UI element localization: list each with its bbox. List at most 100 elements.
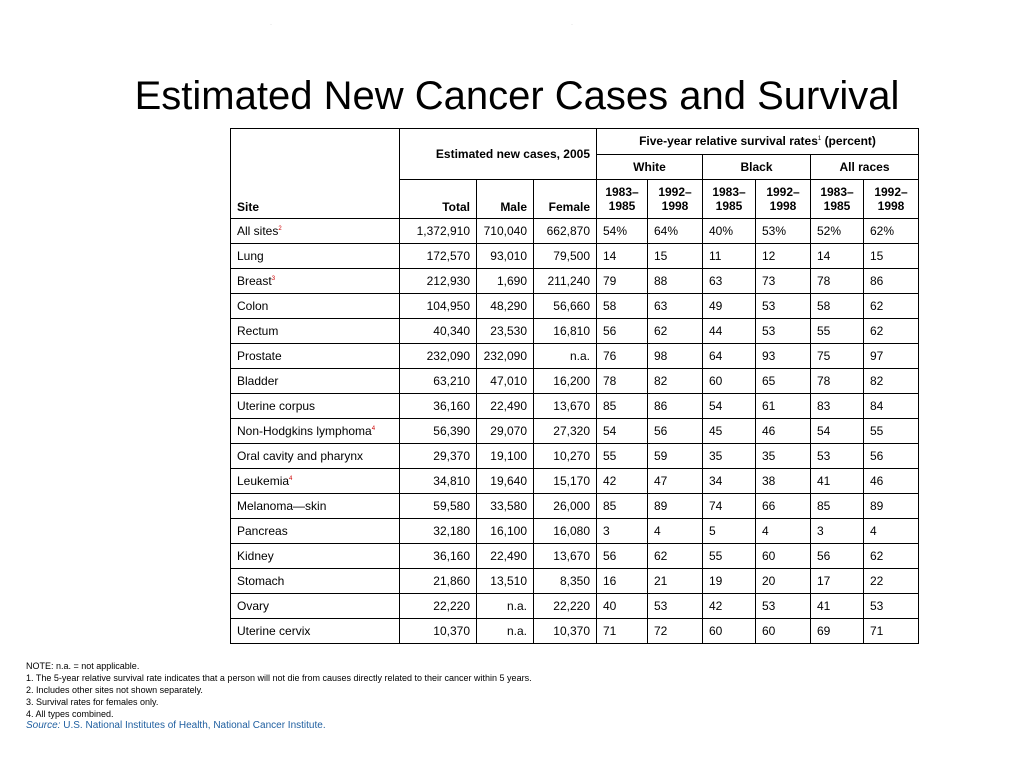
total-cell: 21,860 [399, 568, 477, 594]
male-cell: n.a. [476, 618, 534, 644]
site-name: Melanoma—skin [237, 499, 327, 513]
survival-rate-cell: 62 [863, 318, 919, 344]
estimated-cases-header: Estimated new cases, 2005 [399, 128, 597, 180]
survival-rate-cell: 60 [702, 618, 756, 644]
survival-rate-cell: 22 [863, 568, 919, 594]
female-cell: 13,670 [533, 543, 597, 569]
site-name: Breast [237, 274, 272, 288]
survival-rate-cell: 66 [755, 493, 811, 519]
site-cell: Prostate [230, 343, 400, 369]
year-header-line: 1985 [823, 199, 851, 213]
survival-rate-cell: 76 [596, 343, 648, 369]
site-name: Colon [237, 299, 269, 313]
site-cell: Colon [230, 293, 400, 319]
site-cell: Non-Hodgkins lymphoma4 [230, 418, 400, 444]
decorative-dot-right: · [571, 22, 573, 28]
year-header-line: 1985 [715, 199, 743, 213]
footnotes: NOTE: n.a. = not applicable. 1. The 5-ye… [26, 660, 532, 732]
table-row: Leukemia4 34,810 19,640 15,170 42 47 34 38 41 46 [230, 468, 919, 494]
year-header: 1983– 1985 [810, 179, 864, 219]
total-cell: 104,950 [399, 293, 477, 319]
total-cell: 56,390 [399, 418, 477, 444]
table-row: Non-Hodgkins lymphoma4 56,390 29,070 27,320… [230, 418, 919, 444]
total-cell: 22,220 [399, 593, 477, 619]
year-header-line: 1983– [820, 185, 854, 199]
survival-rate-cell: 46 [863, 468, 919, 494]
survival-rate-cell: 40 [596, 593, 648, 619]
survival-rate-cell: 86 [863, 268, 919, 294]
survival-rate-cell: 85 [596, 393, 648, 419]
year-header-line: 1992– [658, 185, 692, 199]
total-cell: 32,180 [399, 518, 477, 544]
survival-rate-cell: 55 [810, 318, 864, 344]
survival-rates-label: Five-year relative survival rates [639, 134, 818, 149]
survival-rate-cell: 38 [755, 468, 811, 494]
site-cell: Uterine corpus [230, 393, 400, 419]
survival-rate-cell: 60 [702, 368, 756, 394]
site-cell: Ovary [230, 593, 400, 619]
table-row: Melanoma—skin 59,580 33,580 26,000 85 89 74 66 8… [230, 493, 919, 519]
survival-rate-cell: 53 [755, 318, 811, 344]
survival-rate-cell: 75 [810, 343, 864, 369]
survival-rate-cell: 4 [863, 518, 919, 544]
site-name: Pancreas [237, 524, 288, 538]
survival-rate-cell: 53 [647, 593, 703, 619]
table-row: Prostate 232,090 232,090 n.a. 76 98 64 93 75 97 [230, 343, 919, 369]
female-cell: 16,080 [533, 518, 597, 544]
site-name: Bladder [237, 374, 279, 388]
survival-rate-cell: 73 [755, 268, 811, 294]
site-cell: Pancreas [230, 518, 400, 544]
female-cell: 27,320 [533, 418, 597, 444]
survival-rate-cell: 79 [596, 268, 648, 294]
survival-rate-cell: 46 [755, 418, 811, 444]
survival-rate-cell: 63 [702, 268, 756, 294]
male-cell: 13,510 [476, 568, 534, 594]
female-cell: n.a. [533, 343, 597, 369]
total-cell: 36,160 [399, 543, 477, 569]
table-row: Lung 172,570 93,010 79,500 14 15 11 12 14 15 [230, 243, 919, 269]
male-cell: n.a. [476, 593, 534, 619]
survival-rate-cell: 60 [755, 618, 811, 644]
total-cell: 232,090 [399, 343, 477, 369]
survival-rate-cell: 82 [863, 368, 919, 394]
survival-rate-cell: 14 [596, 243, 648, 269]
survival-rate-cell: 71 [596, 618, 648, 644]
survival-rate-cell: 44 [702, 318, 756, 344]
survival-rate-cell: 53 [810, 443, 864, 469]
survival-rate-cell: 86 [647, 393, 703, 419]
footnote-marker: 3 [271, 276, 276, 282]
black-header: Black [702, 153, 811, 180]
survival-rate-cell: 72 [647, 618, 703, 644]
total-cell: 34,810 [399, 468, 477, 494]
site-name: Rectum [237, 324, 279, 338]
total-cell: 40,340 [399, 318, 477, 344]
site-cell: Uterine cervix [230, 618, 400, 644]
survival-rate-cell: 74 [702, 493, 756, 519]
survival-rates-header: Five-year relative survival rates1 (perc… [596, 128, 919, 155]
table-row: Rectum 40,340 23,530 16,810 56 62 44 53 55 62 [230, 318, 919, 344]
footnote-marker: 2 [278, 226, 282, 232]
survival-rate-cell: 62% [863, 218, 919, 244]
survival-rate-cell: 62 [647, 318, 703, 344]
survival-rate-cell: 64% [647, 218, 703, 244]
table-row: Colon 104,950 48,290 56,660 58 63 49 53 58 62 [230, 293, 919, 319]
year-header-line: 1983– [712, 185, 746, 199]
survival-rate-cell: 98 [647, 343, 703, 369]
slide-title: Estimated New Cancer Cases and Survival [134, 74, 900, 118]
survival-rate-cell: 62 [647, 543, 703, 569]
female-header: Female [533, 179, 597, 219]
survival-rate-cell: 19 [702, 568, 756, 594]
survival-rate-cell: 35 [755, 443, 811, 469]
site-cell: Breast3 [230, 268, 400, 294]
site-name: Kidney [237, 549, 274, 563]
source-text: U.S. National Institutes of Health, Nati… [60, 720, 326, 731]
survival-rate-cell: 54 [596, 418, 648, 444]
survival-rate-cell: 53% [755, 218, 811, 244]
year-header-line: 1992– [766, 185, 800, 199]
male-cell: 16,100 [476, 518, 534, 544]
total-cell: 172,570 [399, 243, 477, 269]
note-line: NOTE: n.a. = not applicable. [26, 661, 140, 671]
site-cell: Bladder [230, 368, 400, 394]
survival-rate-cell: 85 [596, 493, 648, 519]
year-header-line: 1985 [608, 199, 636, 213]
